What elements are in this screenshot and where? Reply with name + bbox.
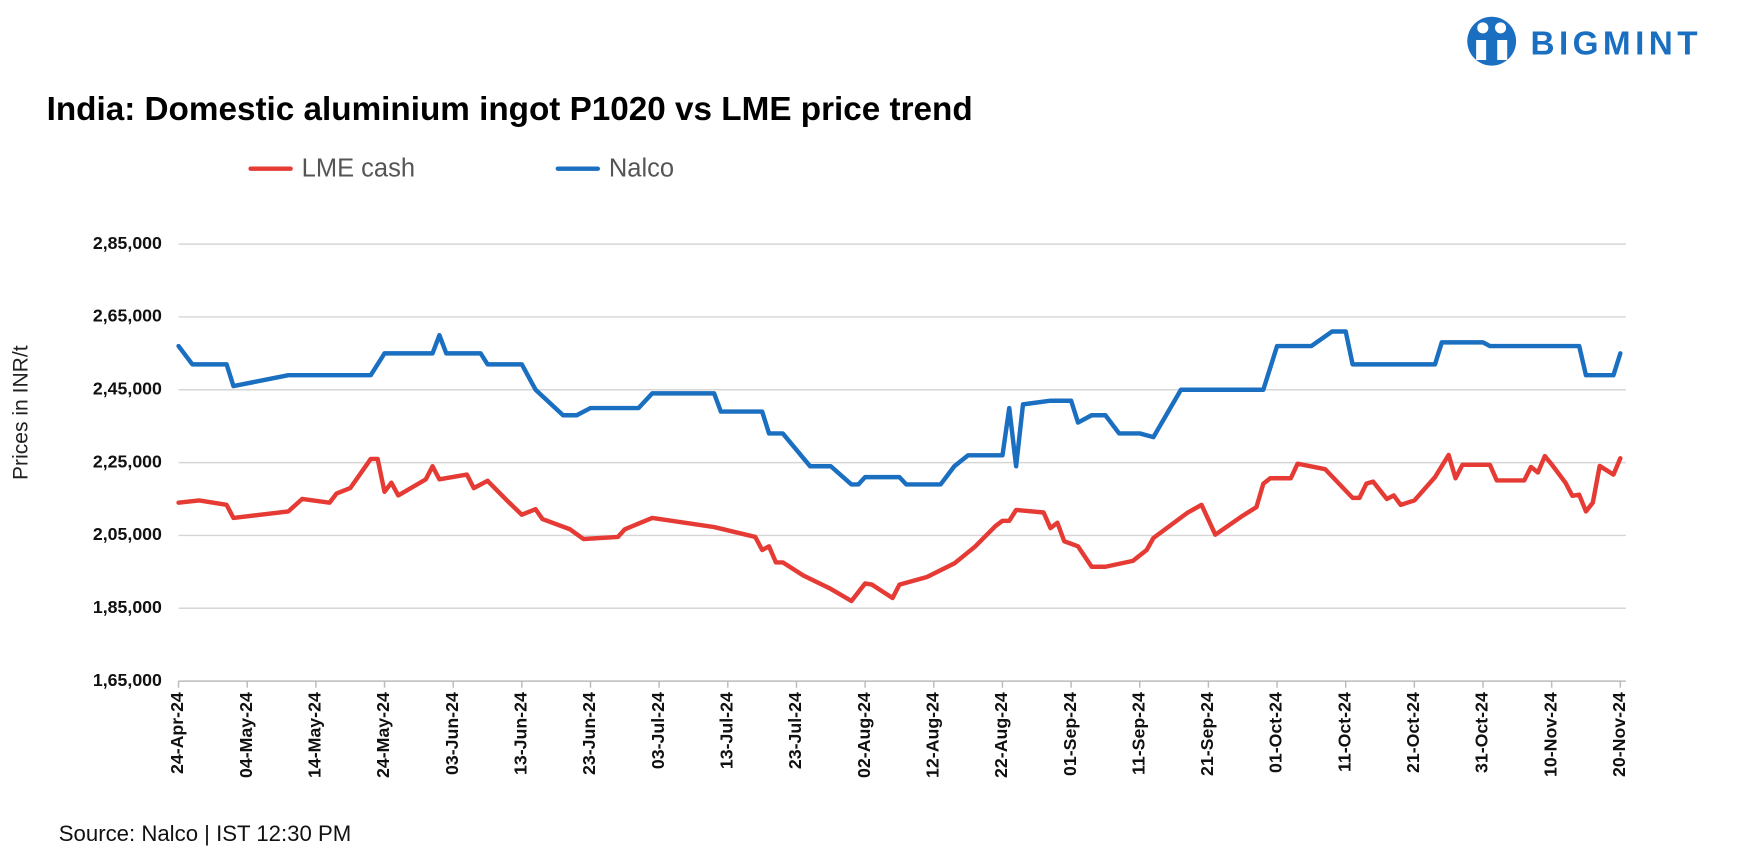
x-tick-label: 31-Oct-24 [1472, 692, 1492, 773]
y-tick-label: 2,25,000 [93, 451, 162, 471]
grid: 1,65,000 1,85,000 2,05,000 2,25,000 2,45,000… [93, 233, 1629, 778]
x-tick-label: 11-Sep-24 [1128, 692, 1148, 775]
logo: BIGMINT [1467, 16, 1702, 66]
y-tick-label: 2,85,000 [93, 233, 162, 253]
x-tick-label: 14-May-24 [305, 692, 325, 778]
logo-icon [1467, 16, 1517, 66]
y-tick-label: 2,45,000 [93, 378, 162, 398]
legend: LME cash Nalco [248, 155, 674, 183]
legend-label: LME cash [302, 155, 415, 183]
x-tick-label: 10-Nov-24 [1540, 692, 1560, 777]
x-tick-label: 21-Sep-24 [1197, 692, 1217, 776]
y-tick-label: 2,65,000 [93, 306, 162, 326]
x-tick-label: 02-Aug-24 [854, 692, 874, 778]
x-tick-label: 13-Jul-24 [716, 692, 736, 769]
x-tick-label: 04-May-24 [236, 692, 256, 778]
logo-icon-dot [1495, 22, 1507, 34]
series-line [176, 452, 1623, 604]
series-line [176, 329, 1623, 487]
x-tick-label: 01-Oct-24 [1266, 692, 1286, 773]
y-tick-label: 1,85,000 [93, 597, 162, 617]
x-tick-label: 11-Oct-24 [1334, 692, 1354, 772]
logo-icon-figure [1476, 40, 1508, 61]
x-tick-label: 23-Jun-24 [579, 692, 599, 775]
x-tick-label: 22-Aug-24 [991, 692, 1011, 778]
x-tick-label: 12-Aug-24 [922, 692, 942, 778]
x-tick-label: 03-Jul-24 [648, 692, 668, 769]
chart-title: India: Domestic aluminium ingot P1020 vs… [47, 91, 973, 128]
source-note: Source: Nalco | IST 12:30 PM [59, 821, 352, 846]
x-tick-label: 01-Sep-24 [1060, 692, 1080, 776]
logo-icon-dot [1477, 22, 1489, 34]
y-tick-label: 2,05,000 [93, 524, 162, 544]
plot [176, 329, 1623, 604]
legend-label: Nalco [609, 155, 674, 183]
logo-text: BIGMINT [1530, 25, 1702, 62]
x-tick-label: 20-Nov-24 [1609, 692, 1629, 777]
x-tick-label: 03-Jun-24 [442, 692, 462, 775]
x-tick-label: 13-Jun-24 [511, 692, 531, 775]
x-tick-label: 24-Apr-24 [167, 692, 187, 774]
x-tick-label: 21-Oct-24 [1403, 692, 1423, 773]
x-tick-label: 23-Jul-24 [785, 692, 805, 769]
y-axis-label: Prices in INR/t [10, 345, 33, 480]
x-tick-label: 24-May-24 [373, 692, 393, 778]
y-tick-label: 1,65,000 [93, 670, 162, 690]
